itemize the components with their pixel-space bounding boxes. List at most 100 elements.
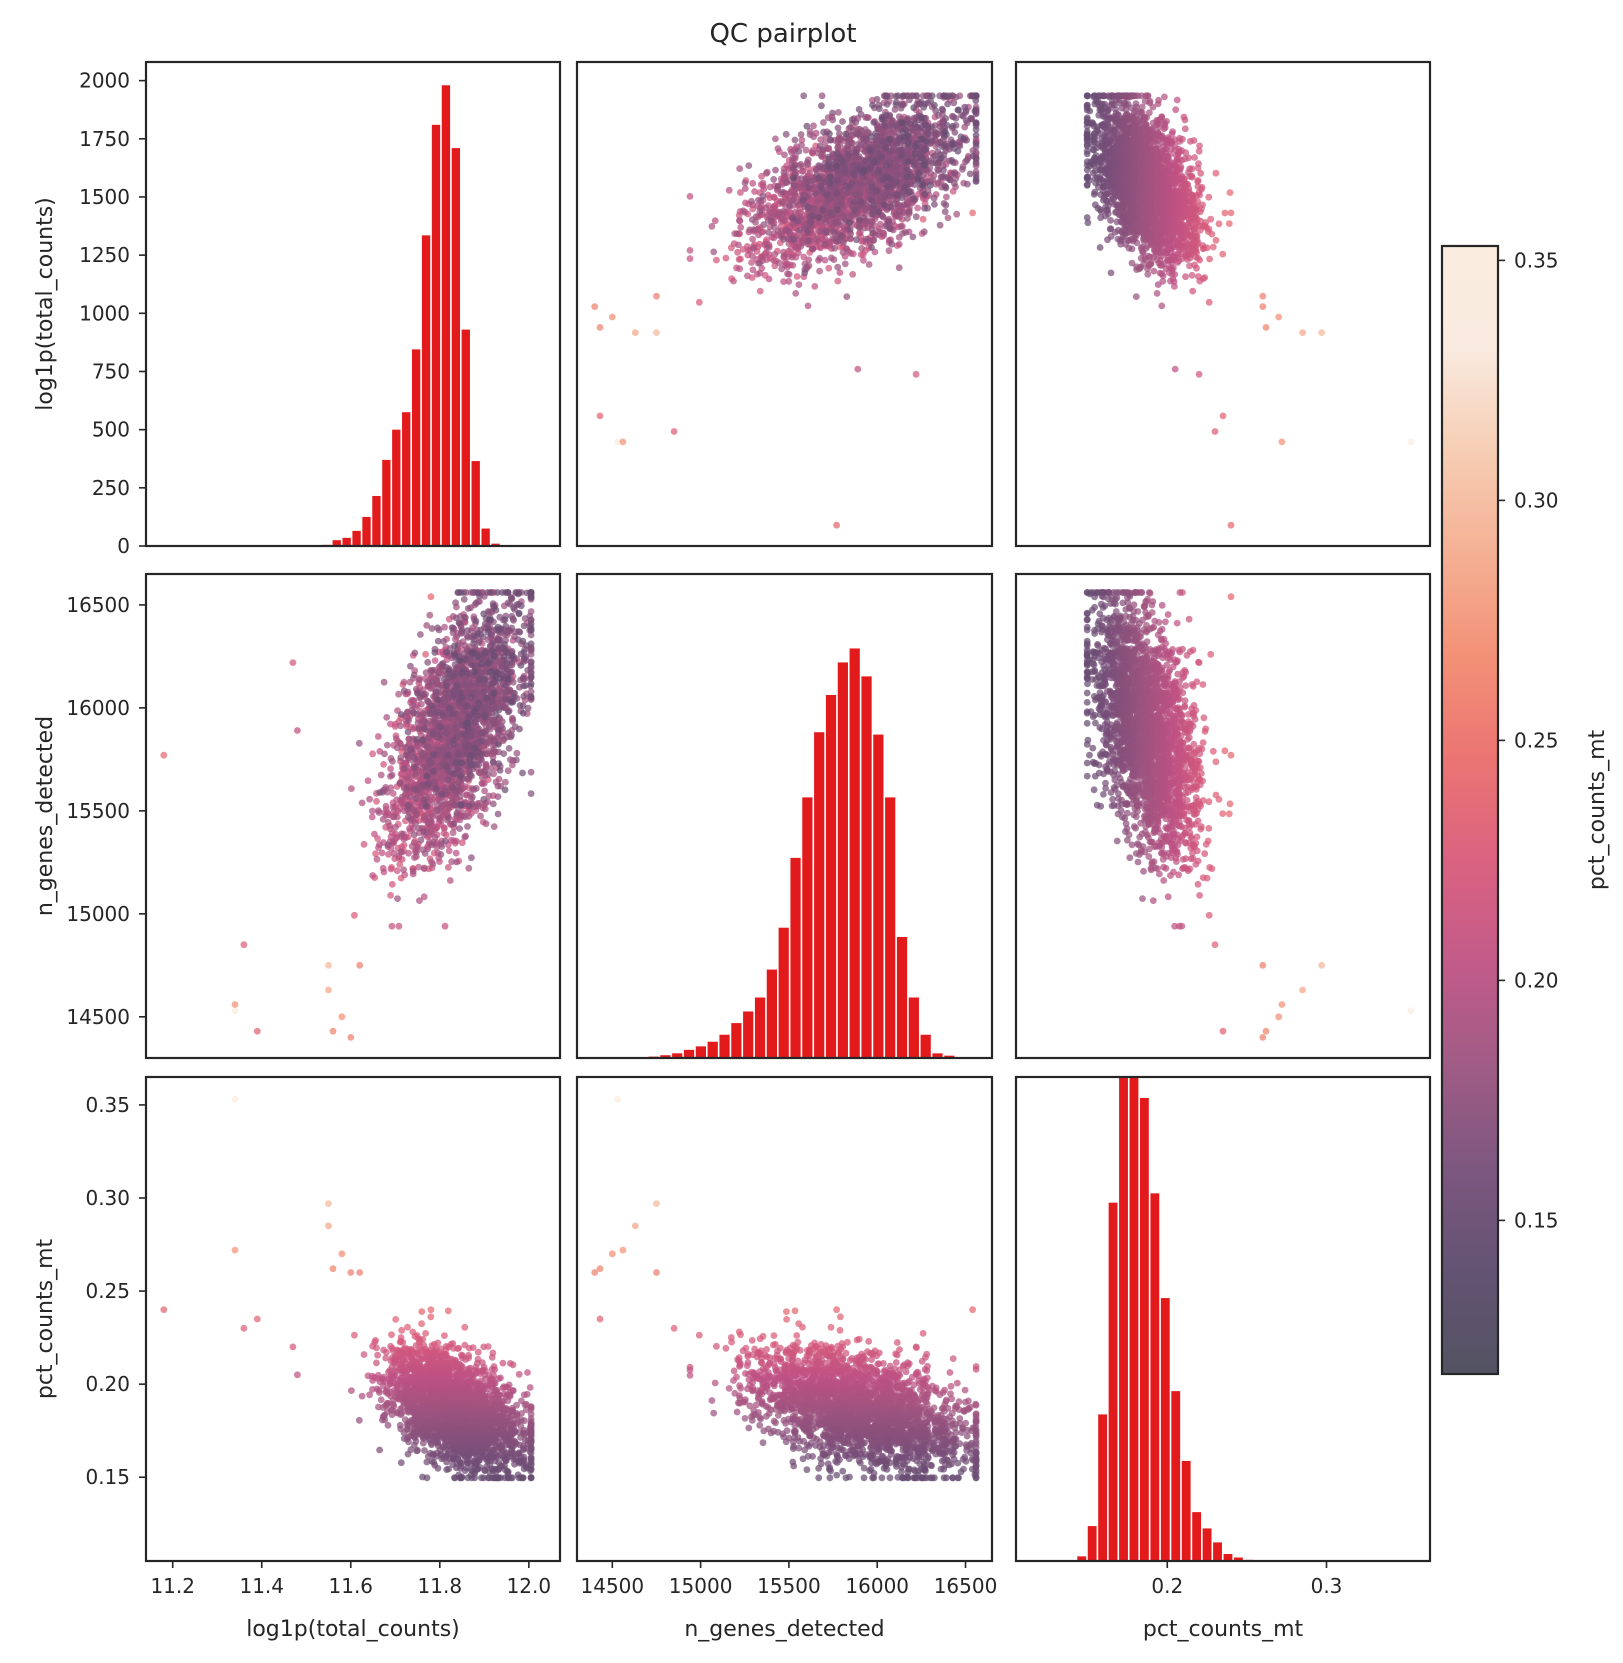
scatter-point (1195, 370, 1203, 378)
scatter-point (1144, 265, 1151, 273)
scatter-point (898, 152, 905, 159)
scatter-point (912, 213, 920, 221)
scatter-point (614, 438, 621, 446)
scatter-point (1113, 218, 1121, 226)
scatter-point (1182, 273, 1189, 281)
histogram-bar (372, 495, 381, 546)
scatter-point (849, 271, 857, 278)
scatter-point (895, 208, 903, 216)
histogram-bar (421, 235, 431, 546)
scatter-point (1206, 255, 1213, 263)
scatter-point (911, 142, 919, 150)
scatter-point (904, 140, 912, 148)
scatter-point (909, 233, 917, 241)
scatter-point (791, 191, 799, 199)
chart-title: QC pairplot (709, 19, 856, 49)
scatter-point (959, 163, 967, 171)
scatter-point (831, 244, 838, 252)
scatter-point (804, 203, 812, 211)
scatter-point (737, 189, 744, 196)
scatter-point (904, 167, 911, 174)
scatter-point (875, 166, 883, 174)
scatter-point (841, 165, 849, 172)
scatter-point (1205, 193, 1213, 201)
scatter-point (849, 162, 857, 169)
scatter-point (785, 277, 793, 285)
scatter-point (868, 244, 875, 251)
histogram-bar (342, 537, 351, 546)
scatter-point (839, 118, 846, 125)
scatter-point (826, 130, 833, 138)
scatter-point (763, 169, 770, 177)
scatter-point (932, 142, 940, 150)
scatter-point (765, 229, 772, 236)
scatter-point (792, 290, 800, 297)
scatter-point (833, 162, 841, 170)
scatter-point (779, 198, 787, 206)
scatter-point (920, 146, 928, 154)
scatter-point (756, 269, 764, 277)
scatter-point (856, 190, 863, 198)
scatter-point (846, 225, 854, 233)
scatter-point (1168, 145, 1175, 153)
scatter-point (884, 183, 892, 191)
scatter-point (938, 143, 946, 150)
panel-log1p-total-counts-vs-n-genes-detected (591, 92, 980, 529)
scatter-point (823, 213, 831, 221)
scatter-point (795, 147, 803, 155)
scatter-point (1259, 292, 1267, 300)
scatter-point (868, 210, 876, 218)
scatter-point (1194, 183, 1202, 190)
scatter-point (771, 194, 778, 201)
scatter-point (853, 236, 860, 244)
scatter-point (863, 114, 871, 121)
scatter-point (695, 298, 703, 306)
scatter-point (829, 109, 836, 117)
scatter-point (855, 106, 863, 113)
scatter-point (885, 247, 893, 255)
scatter-point (899, 128, 906, 135)
scatter-point (820, 128, 827, 136)
scatter-point (767, 217, 775, 225)
scatter-point (1173, 96, 1181, 104)
scatter-point (918, 114, 926, 122)
scatter-point (815, 174, 822, 182)
scatter-point (964, 180, 971, 188)
scatter-point (750, 244, 757, 252)
scatter-point (1118, 104, 1126, 112)
scatter-point (972, 174, 980, 182)
scatter-point (972, 119, 980, 127)
scatter-point (749, 252, 756, 260)
scatter-point (818, 152, 825, 160)
scatter-point (953, 210, 961, 218)
scatter-point (841, 260, 849, 268)
scatter-point (736, 217, 744, 225)
scatter-point (837, 195, 845, 203)
scatter-point (860, 256, 867, 264)
scatter-point (875, 105, 883, 113)
scatter-point (972, 93, 980, 100)
scatter-point (820, 119, 827, 126)
scatter-point (963, 156, 971, 164)
scatter-point (780, 207, 788, 215)
scatter-point (850, 170, 858, 177)
scatter-point (956, 142, 964, 150)
scatter-point (909, 92, 917, 100)
scatter-point (900, 201, 908, 209)
scatter-point (910, 104, 918, 112)
scatter-point (1133, 266, 1140, 273)
scatter-point (1144, 270, 1152, 278)
scatter-point (1219, 412, 1227, 420)
scatter-point (828, 254, 835, 262)
scatter-point (934, 166, 942, 174)
scatter-point (862, 205, 870, 213)
scatter-point (818, 102, 825, 110)
scatter-point (940, 173, 948, 180)
scatter-point (972, 126, 980, 133)
scatter-point (1122, 241, 1130, 248)
scatter-point (854, 365, 862, 373)
scatter-point (942, 183, 949, 191)
scatter-point (822, 139, 829, 147)
histogram-bar (352, 530, 361, 546)
scatter-point (813, 235, 821, 243)
